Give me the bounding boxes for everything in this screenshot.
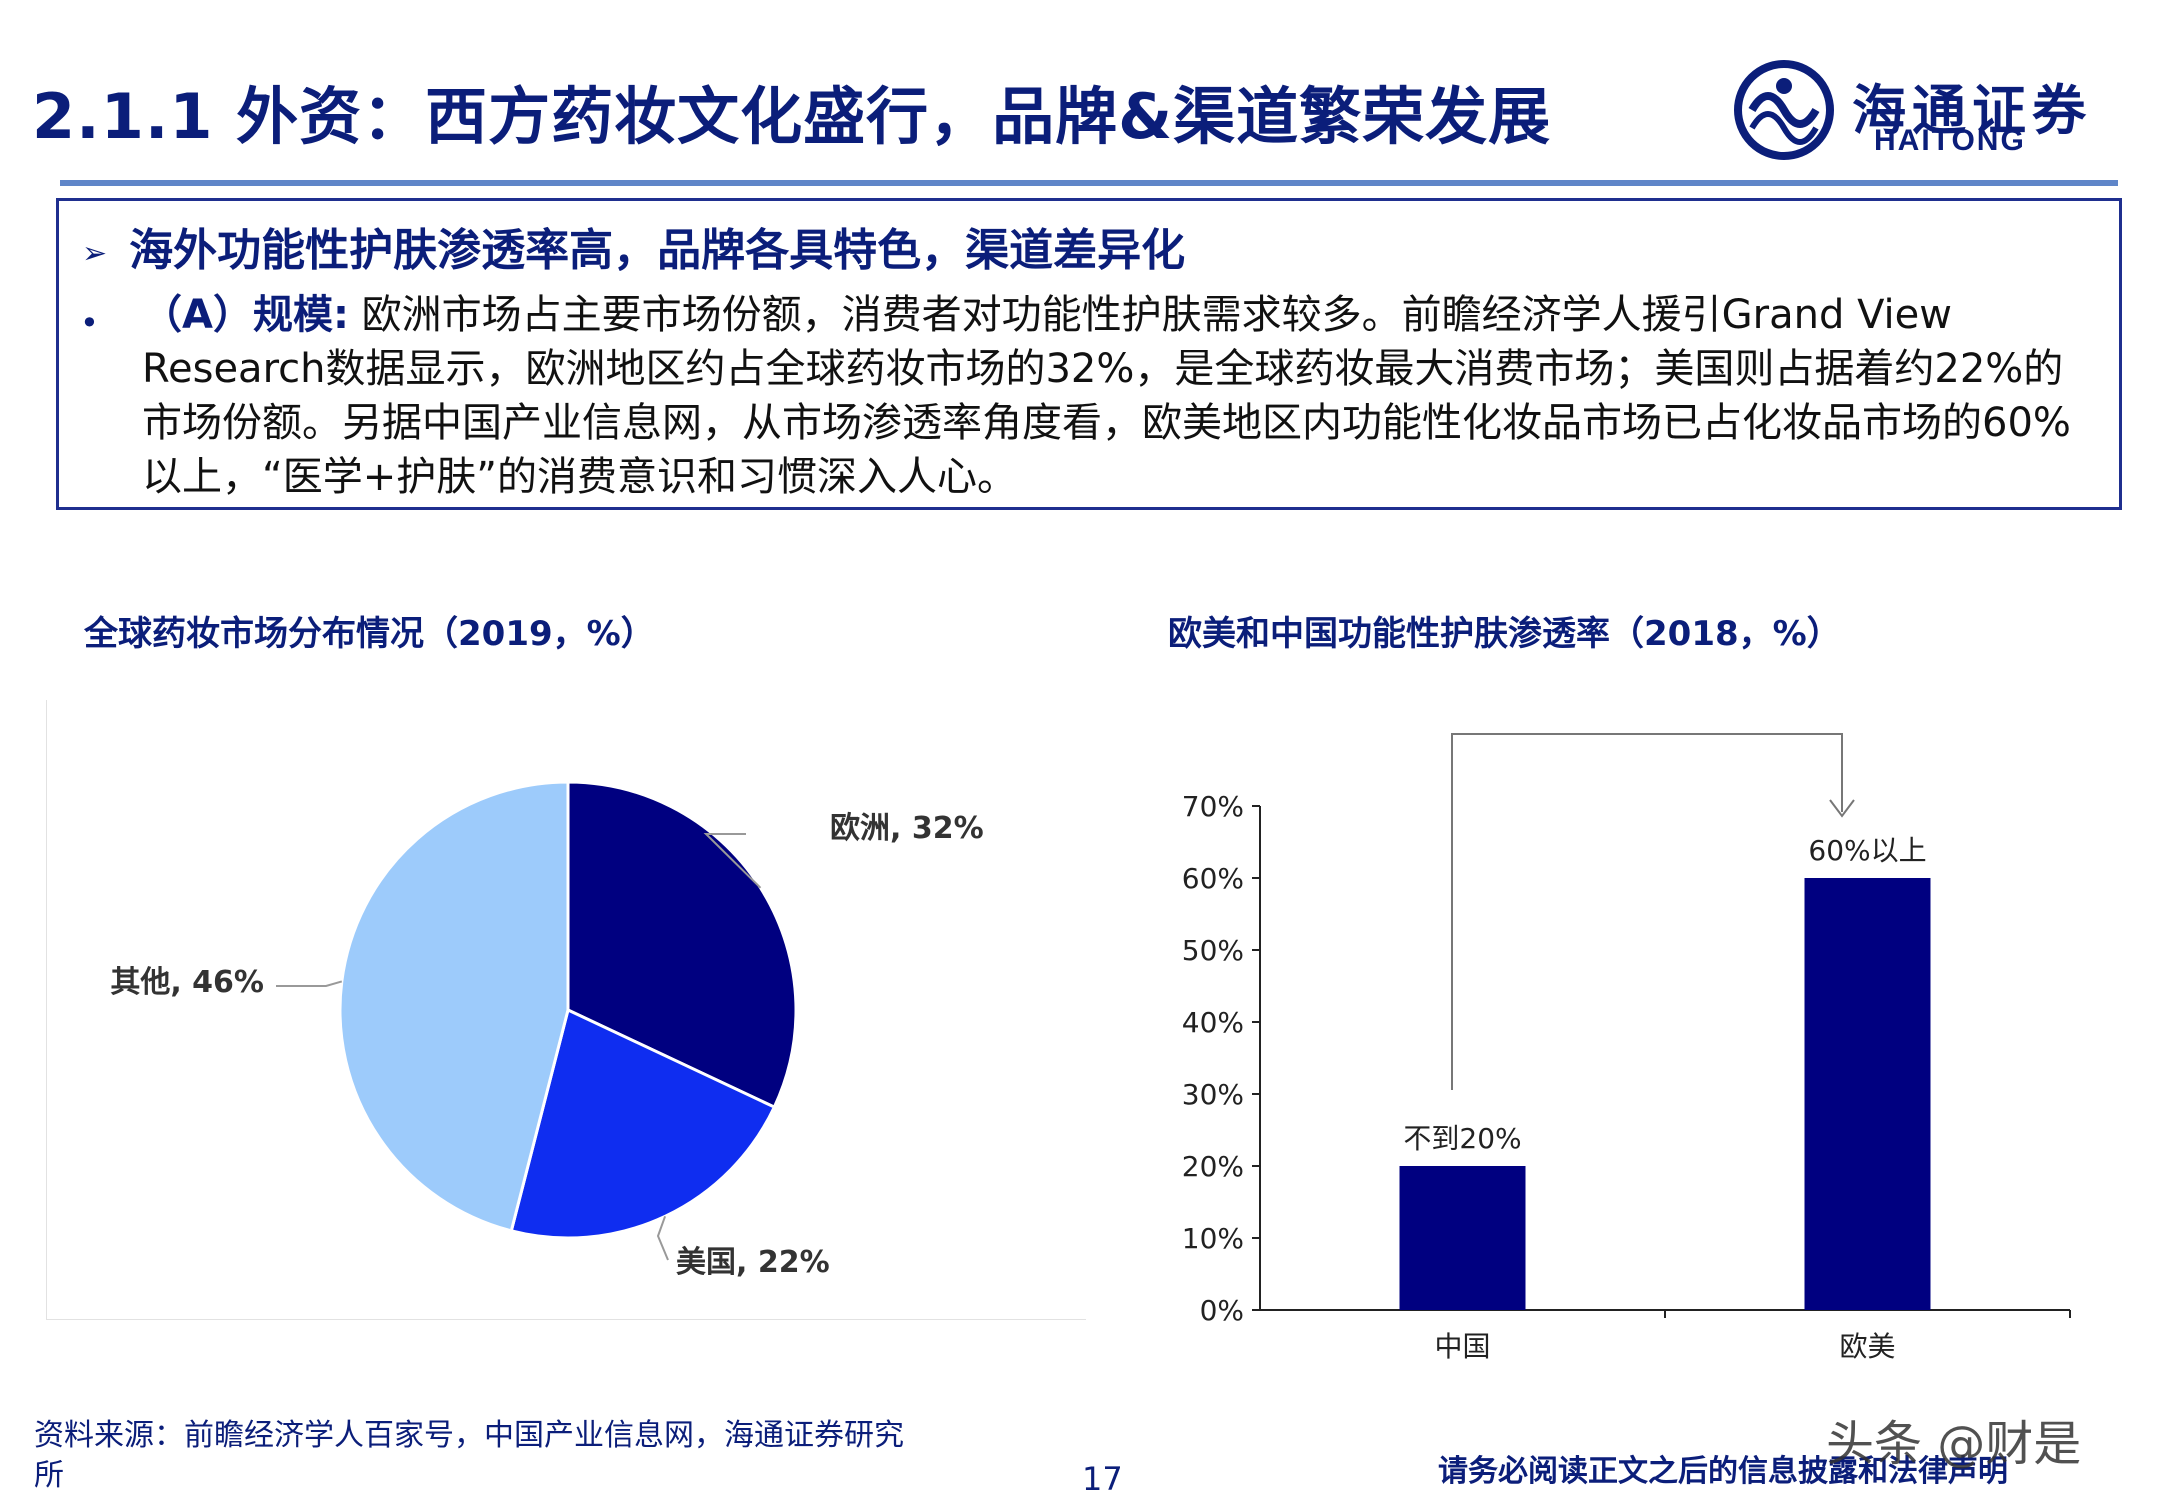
- haitong-logo-icon: [1734, 60, 1834, 160]
- bullet-dot-icon: •: [80, 304, 99, 342]
- pie-slice-label-3: 其他, 46%: [110, 965, 264, 1000]
- bar-data-label-2: 60%以上: [1808, 834, 1926, 867]
- bar-1: [1399, 1166, 1526, 1310]
- paragraph-lead: （A）规模:: [142, 292, 349, 338]
- pie-slice-label-2: 美国, 22%: [676, 1245, 830, 1280]
- pie-slice-label-1: 欧洲, 32%: [830, 811, 984, 846]
- y-tick-label: 70%: [1182, 790, 1244, 823]
- x-category-label-2: 欧美: [1839, 1330, 1895, 1363]
- arrow-bullet-icon: ➢: [82, 235, 108, 271]
- watermark: 头条 @财是: [1826, 1416, 2082, 1472]
- y-tick-label: 20%: [1182, 1150, 1244, 1183]
- y-tick-label: 0%: [1200, 1294, 1244, 1327]
- pie-chart-title: 全球药妆市场分布情况（2019，%）: [84, 614, 655, 654]
- y-tick-label: 50%: [1182, 934, 1244, 967]
- pie-leader-line-2: [656, 1215, 669, 1261]
- y-tick-label: 60%: [1182, 862, 1244, 895]
- summary-heading: ➢ 海外功能性护肤渗透率高，品牌各具特色，渠道差异化: [82, 214, 1185, 278]
- pie-leader-line-3: [276, 980, 343, 987]
- summary-box: [56, 198, 2122, 510]
- bar-2: [1804, 878, 1931, 1310]
- pie-chart: 欧洲, 32% 美国, 22% 其他, 46%: [46, 700, 1086, 1320]
- summary-heading-text: 海外功能性护肤渗透率高，品牌各具特色，渠道差异化: [129, 225, 1186, 276]
- source-note: 资料来源：前瞻经济学人百家号，中国产业信息网，海通证券研究所: [34, 1418, 904, 1493]
- bar-chart-title: 欧美和中国功能性护肤渗透率（2018，%）: [1168, 614, 1841, 654]
- bar-data-label-1: 不到20%: [1403, 1122, 1521, 1155]
- pie-slice-3: [338, 780, 570, 1233]
- comparison-bracket-line: [1451, 733, 1843, 1090]
- title-divider: [60, 180, 2118, 186]
- page-number: 17: [1082, 1460, 1123, 1498]
- y-tick-label: 30%: [1182, 1078, 1244, 1111]
- y-tick-label: 40%: [1182, 1006, 1244, 1039]
- slide-title: 2.1.1 外资：西方药妆文化盛行，品牌&渠道繁荣发展: [32, 80, 1552, 153]
- logo-english-text: HAITONG: [1874, 124, 2026, 157]
- x-category-label-1: 中国: [1434, 1330, 1490, 1363]
- paragraph-body: 欧洲市场占主要市场份额，消费者对功能性护肤需求较多。前瞻经济学人援引Grand …: [142, 292, 2071, 500]
- disclaimer-text: 请务必阅读正文之后的信息披露和法律声明: [1438, 1454, 2008, 1489]
- bracket-arrow-icon: [1829, 799, 1855, 818]
- summary-paragraph: （A）规模: 欧洲市场占主要市场份额，消费者对功能性护肤需求较多。前瞻经济学人援…: [142, 288, 2092, 504]
- y-tick-label: 10%: [1182, 1222, 1244, 1255]
- logo-chinese-text: 海通证券: [1852, 78, 2092, 142]
- pie-leader-line-1: [703, 833, 762, 889]
- bar-chart: 0% 10% 20% 30% 40% 50% 60% 70% 中国 不到20% 欧美 60%以上: [1182, 733, 2071, 1363]
